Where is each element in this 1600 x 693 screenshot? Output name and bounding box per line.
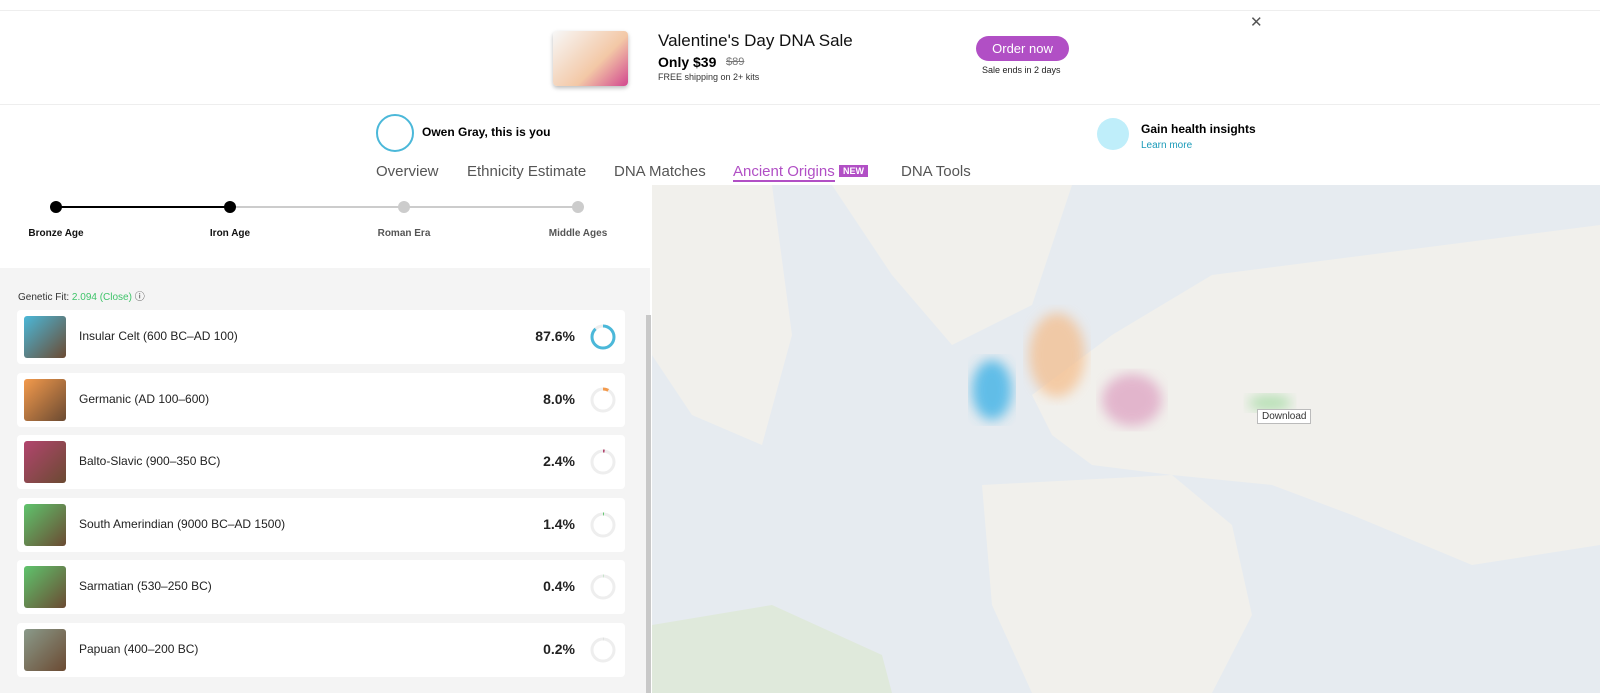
- result-row[interactable]: Germanic (AD 100–600) 8.0%: [17, 372, 625, 427]
- ring-track: [590, 637, 616, 662]
- result-name: South Amerindian (9000 BC–AD 1500): [79, 516, 286, 531]
- health-icon: [1097, 118, 1129, 150]
- timeline-label: Middle Ages: [549, 228, 608, 239]
- tab[interactable]: DNA Tools: [901, 163, 971, 180]
- result-percent: 0.4%: [543, 578, 575, 594]
- result-percent: 87.6%: [535, 328, 575, 344]
- result-percent: 8.0%: [543, 390, 575, 407]
- result-ring: [590, 324, 616, 350]
- banner-title: Valentine's Day DNA Sale: [658, 31, 853, 50]
- product-image: [553, 31, 628, 86]
- shipping: FREE shipping on 2+ kits: [658, 72, 760, 82]
- download-tooltip[interactable]: Download: [1257, 409, 1312, 424]
- result-name: Insular Celt (600 BC–AD 100): [79, 329, 238, 343]
- ring-track: [590, 574, 616, 600]
- result-thumbnail: [24, 566, 66, 608]
- result-name: Balto-Slavic (900–350 BC): [79, 454, 221, 468]
- timeline-label: Bronze Age: [28, 228, 84, 239]
- result-row[interactable]: Balto-Slavic (900–350 BC) 2.4%: [17, 435, 625, 489]
- genetic-fit: Genetic Fit: 2.094 (Close) ⓘ: [18, 292, 145, 303]
- result-percent: 2.4%: [543, 453, 575, 469]
- price: Only $39: [658, 54, 717, 70]
- result-thumbnail: [24, 378, 66, 421]
- health-title: Gain health insights: [1141, 122, 1256, 136]
- profile-name: Owen Gray, this is you: [422, 125, 551, 139]
- result-ring: [590, 574, 616, 600]
- timeline-dot: [398, 201, 410, 213]
- new-badge: NEW: [839, 165, 868, 177]
- result-row[interactable]: South Amerindian (9000 BC–AD 1500) 1.4%: [17, 497, 625, 552]
- tab[interactable]: DNA Matches: [614, 163, 706, 180]
- ring-arc: [590, 574, 616, 600]
- map: [652, 185, 1600, 693]
- ring-arc: [590, 387, 616, 412]
- result-thumbnail: [24, 441, 66, 483]
- avatar[interactable]: [376, 114, 414, 152]
- tab[interactable]: Ancient Origins: [733, 163, 835, 182]
- ring-track: [590, 512, 616, 537]
- timeline-dot: [50, 201, 62, 213]
- sale-ends: Sale ends in 2 days: [982, 65, 1061, 75]
- ring-track: [590, 387, 616, 412]
- promo-banner: Valentine's Day DNA Sale Only $39 $89 FR…: [0, 10, 1600, 105]
- timeline-dot: [224, 201, 236, 213]
- timeline-dot: [572, 201, 584, 213]
- result-row[interactable]: Papuan (400–200 BC) 0.2%: [17, 622, 625, 677]
- result-thumbnail: [24, 503, 66, 546]
- result-name: Papuan (400–200 BC): [79, 641, 199, 656]
- ring-arc: [590, 637, 616, 662]
- timeline-label: Iron Age: [210, 228, 251, 239]
- result-ring: [590, 512, 616, 537]
- result-thumbnail: [24, 316, 66, 358]
- result-ring: [590, 637, 616, 662]
- tab[interactable]: Ethnicity Estimate: [467, 163, 587, 180]
- result-percent: 0.2%: [543, 640, 575, 657]
- result-percent: 1.4%: [543, 515, 575, 532]
- results-panel: Bronze Age Iron Age Roman Era Middle Ages G…: [0, 185, 651, 693]
- result-thumbnail: [24, 628, 66, 671]
- old-price: $89: [726, 56, 745, 68]
- tab[interactable]: Overview: [376, 163, 439, 180]
- result-name: Sarmatian (530–250 BC): [79, 579, 212, 593]
- timeline-label: Roman Era: [378, 228, 431, 239]
- close-button[interactable]: ✕: [1250, 14, 1263, 31]
- genetic-fit-value: 2.094 (Close): [71, 292, 132, 303]
- result-ring: [590, 387, 616, 412]
- timeline-panel: [0, 185, 650, 268]
- result-ring: [590, 449, 616, 475]
- scrollbar: [646, 315, 651, 693]
- result-name: Germanic (AD 100–600): [79, 391, 210, 406]
- ring-arc: [590, 512, 616, 537]
- ring-arc: [590, 449, 616, 475]
- result-row[interactable]: Insular Celt (600 BC–AD 100) 87.6%: [17, 310, 625, 364]
- genetic-fit-label: Genetic Fit:: [18, 292, 70, 303]
- ring-track: [590, 449, 616, 475]
- result-row[interactable]: Sarmatian (530–250 BC) 0.4%: [17, 560, 625, 614]
- health-link[interactable]: Learn more: [1141, 140, 1193, 151]
- ring-arc: [590, 324, 616, 350]
- timeline: Bronze Age Iron Age Roman Era Middle Ages: [28, 201, 608, 239]
- order-button[interactable]: Order now: [976, 36, 1069, 61]
